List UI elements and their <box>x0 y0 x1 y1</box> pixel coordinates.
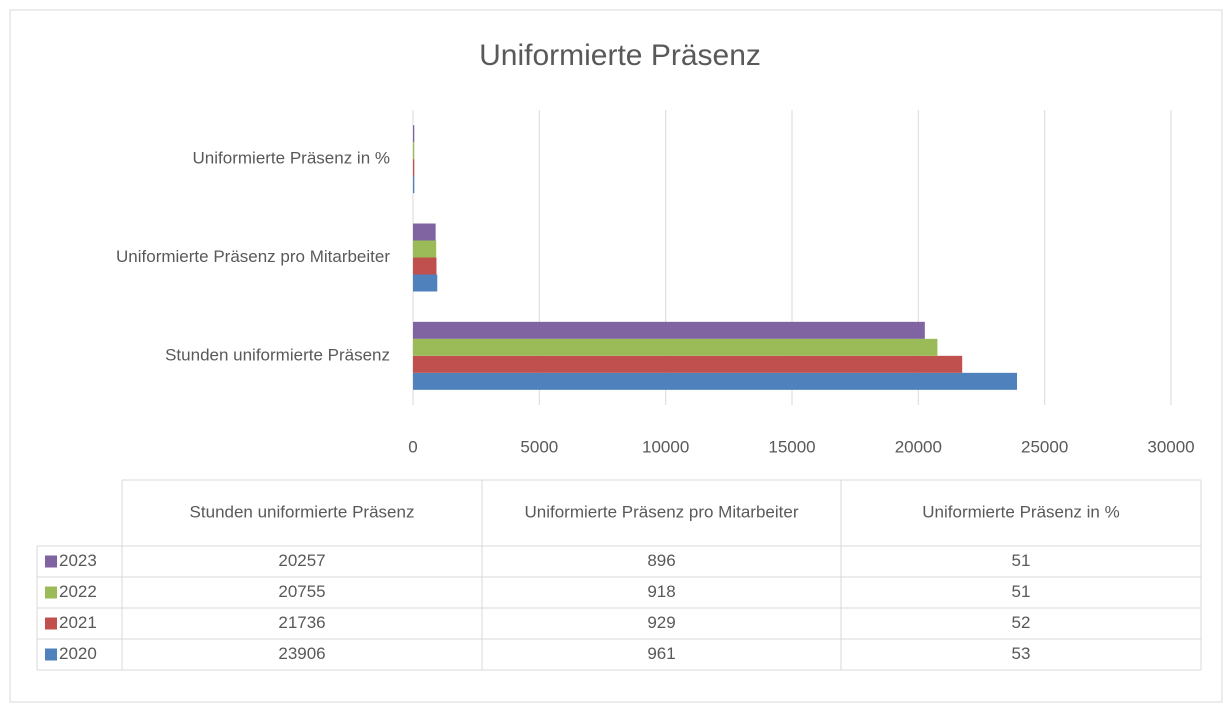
table-cell: 20257 <box>278 551 325 570</box>
bar <box>413 321 925 339</box>
x-tick-label: 15000 <box>768 437 815 456</box>
bar <box>413 372 1018 390</box>
bar <box>413 142 415 160</box>
table-cell: 929 <box>647 613 675 632</box>
legend-label: 2022 <box>59 582 97 601</box>
bar <box>413 274 438 292</box>
legend-swatch <box>45 555 57 568</box>
table-cell: 918 <box>647 582 675 601</box>
bar <box>413 257 437 275</box>
y-tick-label: Uniformierte Präsenz in % <box>193 149 390 168</box>
table-cell: 961 <box>647 644 675 663</box>
x-tick-label: 5000 <box>520 437 558 456</box>
table-cell: 53 <box>1012 644 1031 663</box>
bar <box>413 125 415 143</box>
table-header: Uniformierte Präsenz in % <box>922 502 1119 521</box>
y-tick-label: Uniformierte Präsenz pro Mitarbeiter <box>116 247 390 266</box>
legend-swatch <box>45 586 57 599</box>
x-tick-label: 20000 <box>895 437 942 456</box>
table-cell: 896 <box>647 551 675 570</box>
bar <box>413 240 437 258</box>
bar <box>413 159 415 177</box>
table-cell: 21736 <box>278 613 325 632</box>
y-tick-label: Stunden uniformierte Präsenz <box>165 345 390 364</box>
bar <box>413 223 436 241</box>
bar <box>413 338 938 356</box>
table-cell: 23906 <box>278 644 325 663</box>
table-header: Uniformierte Präsenz pro Mitarbeiter <box>525 502 799 521</box>
bar <box>413 355 963 373</box>
x-tick-label: 0 <box>408 437 417 456</box>
legend-label: 2021 <box>59 613 97 632</box>
legend-label: 2023 <box>59 551 97 570</box>
table-cell: 51 <box>1012 582 1031 601</box>
table-header: Stunden uniformierte Präsenz <box>190 502 415 521</box>
table-cell: 51 <box>1012 551 1031 570</box>
legend-swatch <box>45 648 57 661</box>
chart-title: Uniformierte Präsenz <box>479 39 761 72</box>
legend-label: 2020 <box>59 644 97 663</box>
table-cell: 20755 <box>278 582 325 601</box>
bar <box>413 176 415 194</box>
x-tick-label: 30000 <box>1147 437 1194 456</box>
x-tick-label: 25000 <box>1021 437 1068 456</box>
legend-swatch <box>45 617 57 630</box>
x-tick-label: 10000 <box>642 437 689 456</box>
table-cell: 52 <box>1012 613 1031 632</box>
